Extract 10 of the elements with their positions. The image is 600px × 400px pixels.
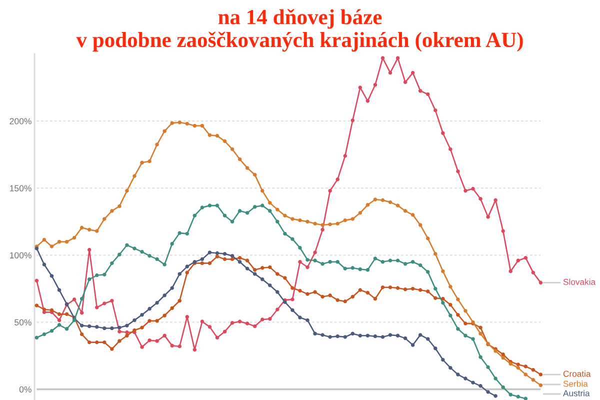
chart-title: na 14 dňovej báze v podobne zaoščkovaných krajinách (okrem AU) — [76, 9, 523, 52]
y-tick-label: 150% — [10, 185, 32, 192]
y-tick-label: 50% — [14, 319, 32, 326]
y-tick-label: 200% — [10, 118, 32, 124]
y-tick-label: 0% — [19, 386, 32, 393]
text: Croatia — [563, 370, 591, 377]
y-tick-label: 100% — [10, 252, 32, 258]
text: Slovakia — [563, 278, 596, 285]
text: Serbia — [563, 380, 588, 387]
text: Austria — [563, 390, 590, 396]
